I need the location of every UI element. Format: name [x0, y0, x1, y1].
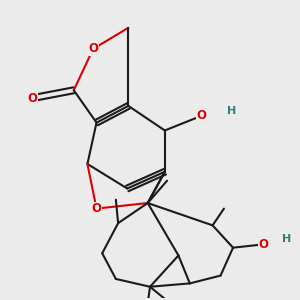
Text: O: O: [259, 238, 269, 251]
Text: H: H: [227, 106, 236, 116]
Text: O: O: [88, 43, 98, 56]
Text: O: O: [28, 92, 38, 105]
Text: H: H: [282, 234, 291, 244]
Text: O: O: [196, 110, 206, 122]
Text: O: O: [92, 202, 101, 215]
